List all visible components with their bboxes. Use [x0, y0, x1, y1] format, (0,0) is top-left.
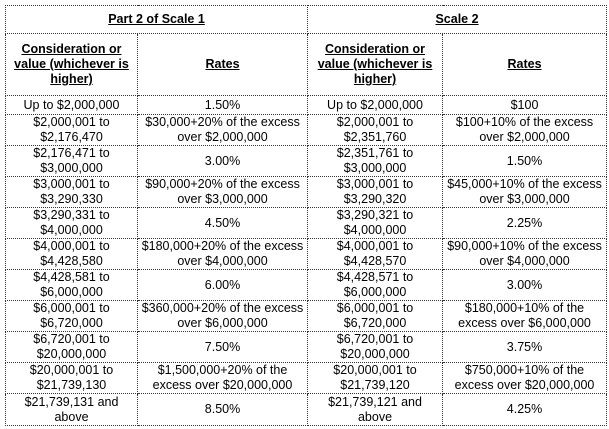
s2-rate-cell: 3.00%	[442, 269, 608, 301]
table-row: $2,176,471 to $3,000,000 3.00% $2,351,761 …	[5, 145, 608, 177]
s2-rate-cell: $750,000+10% of the excess over $20,000,…	[442, 362, 608, 394]
s1-rate-cell: $30,000+20% of the excess over $2,000,00…	[136, 114, 309, 146]
s1-consideration-header: Consideration or value (whichever is hig…	[5, 33, 138, 96]
s2-range-cell: $20,000,001 to $21,739,120	[307, 362, 444, 394]
s1-rate-cell: $90,000+20% of the excess over $3,000,00…	[136, 176, 309, 208]
s2-range-cell: $2,000,001 to $2,351,760	[307, 114, 444, 146]
s1-range-cell: $2,000,001 to $2,176,470	[5, 114, 138, 146]
s2-rate-cell: $100+10% of the excess over $2,000,000	[442, 114, 608, 146]
s1-range-cell: $6,000,001 to $6,720,000	[5, 300, 138, 332]
table-row: $3,000,001 to $3,290,330 $90,000+20% of t…	[5, 176, 608, 208]
s2-consideration-header-text: Consideration or value (whichever is hig…	[317, 42, 433, 86]
s2-rate-cell: $90,000+10% of the excess over $4,000,00…	[442, 238, 608, 270]
s2-rates-header: Rates	[442, 33, 608, 96]
s1-rates-header: Rates	[136, 33, 309, 96]
s1-consideration-header-text: Consideration or value (whichever is hig…	[14, 42, 129, 86]
table-row: $6,000,001 to $6,720,000 $360,000+20% of …	[5, 300, 608, 332]
column-header-row: Consideration or value (whichever is hig…	[5, 33, 608, 96]
table-row: $4,000,001 to $4,428,580 $180,000+20% of …	[5, 238, 608, 270]
s2-range-cell: $3,290,321 to $4,000,000	[307, 207, 444, 239]
s1-rate-cell: 7.50%	[136, 331, 309, 363]
s1-rate-cell: $360,000+20% of the excess over $6,000,0…	[136, 300, 309, 332]
s1-rates-header-text: Rates	[205, 57, 240, 71]
s1-range-cell: $4,428,581 to $6,000,000	[5, 269, 138, 301]
scale2-title: Scale 2	[307, 5, 608, 34]
s1-range-cell: $21,739,131 and above	[5, 393, 138, 426]
s2-rates-header-text: Rates	[507, 57, 542, 71]
s1-range-cell: $6,720,001 to $20,000,000	[5, 331, 138, 363]
s1-rate-cell: 4.50%	[136, 207, 309, 239]
stamp-duty-rates-table: Part 2 of Scale 1 Scale 2 Consideration …	[4, 5, 608, 426]
s1-rate-cell: 6.00%	[136, 269, 309, 301]
s1-range-cell: $2,176,471 to $3,000,000	[5, 145, 138, 177]
s2-range-cell: $2,351,761 to $3,000,000	[307, 145, 444, 177]
s2-range-cell: $21,739,121 and above	[307, 393, 444, 426]
s2-range-cell: $6,000,001 to $6,720,000	[307, 300, 444, 332]
scale-title-row: Part 2 of Scale 1 Scale 2	[4, 5, 608, 34]
s2-rate-cell: 4.25%	[442, 393, 608, 426]
s2-rate-cell: $100	[442, 95, 608, 115]
scale1-title-text: Part 2 of Scale 1	[108, 12, 205, 26]
s1-rate-cell: 3.00%	[136, 145, 309, 177]
s1-range-cell: $3,290,331 to $4,000,000	[5, 207, 138, 239]
s1-range-cell: $4,000,001 to $4,428,580	[5, 238, 138, 270]
s2-consideration-header: Consideration or value (whichever is hig…	[307, 33, 444, 96]
s2-range-cell: Up to $2,000,000	[307, 95, 444, 115]
table-row: $20,000,001 to $21,739,130 $1,500,000+20%…	[5, 362, 608, 394]
table-row: $2,000,001 to $2,176,470 $30,000+20% of t…	[5, 114, 608, 146]
scale2-title-text: Scale 2	[435, 12, 479, 26]
scale1-title: Part 2 of Scale 1	[4, 5, 309, 34]
table-row: $21,739,131 and above 8.50% $21,739,121 an…	[5, 393, 608, 426]
s1-rate-cell: $180,000+20% of the excess over $4,000,0…	[136, 238, 309, 270]
s2-range-cell: $4,428,571 to $6,000,000	[307, 269, 444, 301]
s1-rate-cell: 1.50%	[136, 95, 309, 115]
s2-range-cell: $4,000,001 to $4,428,570	[307, 238, 444, 270]
table-row: $3,290,331 to $4,000,000 4.50% $3,290,321 …	[5, 207, 608, 239]
s2-rate-cell: 2.25%	[442, 207, 608, 239]
s2-range-cell: $6,720,001 to $20,000,000	[307, 331, 444, 363]
s1-range-cell: Up to $2,000,000	[5, 95, 138, 115]
s2-range-cell: $3,000,001 to $3,290,320	[307, 176, 444, 208]
s2-rate-cell: $45,000+10% of the excess over $3,000,00…	[442, 176, 608, 208]
s2-rate-cell: 3.75%	[442, 331, 608, 363]
s1-range-cell: $3,000,001 to $3,290,330	[5, 176, 138, 208]
table-row: $4,428,581 to $6,000,000 6.00% $4,428,571 …	[5, 269, 608, 301]
table-row: Up to $2,000,000 1.50% Up to $2,000,000 $10…	[5, 95, 608, 115]
s1-rate-cell: $1,500,000+20% of the excess over $20,00…	[136, 362, 309, 394]
s2-rate-cell: 1.50%	[442, 145, 608, 177]
table-row: $6,720,001 to $20,000,000 7.50% $6,720,001…	[5, 331, 608, 363]
s1-rate-cell: 8.50%	[136, 393, 309, 426]
s2-rate-cell: $180,000+10% of the excess over $6,000,0…	[442, 300, 608, 332]
s1-range-cell: $20,000,001 to $21,739,130	[5, 362, 138, 394]
